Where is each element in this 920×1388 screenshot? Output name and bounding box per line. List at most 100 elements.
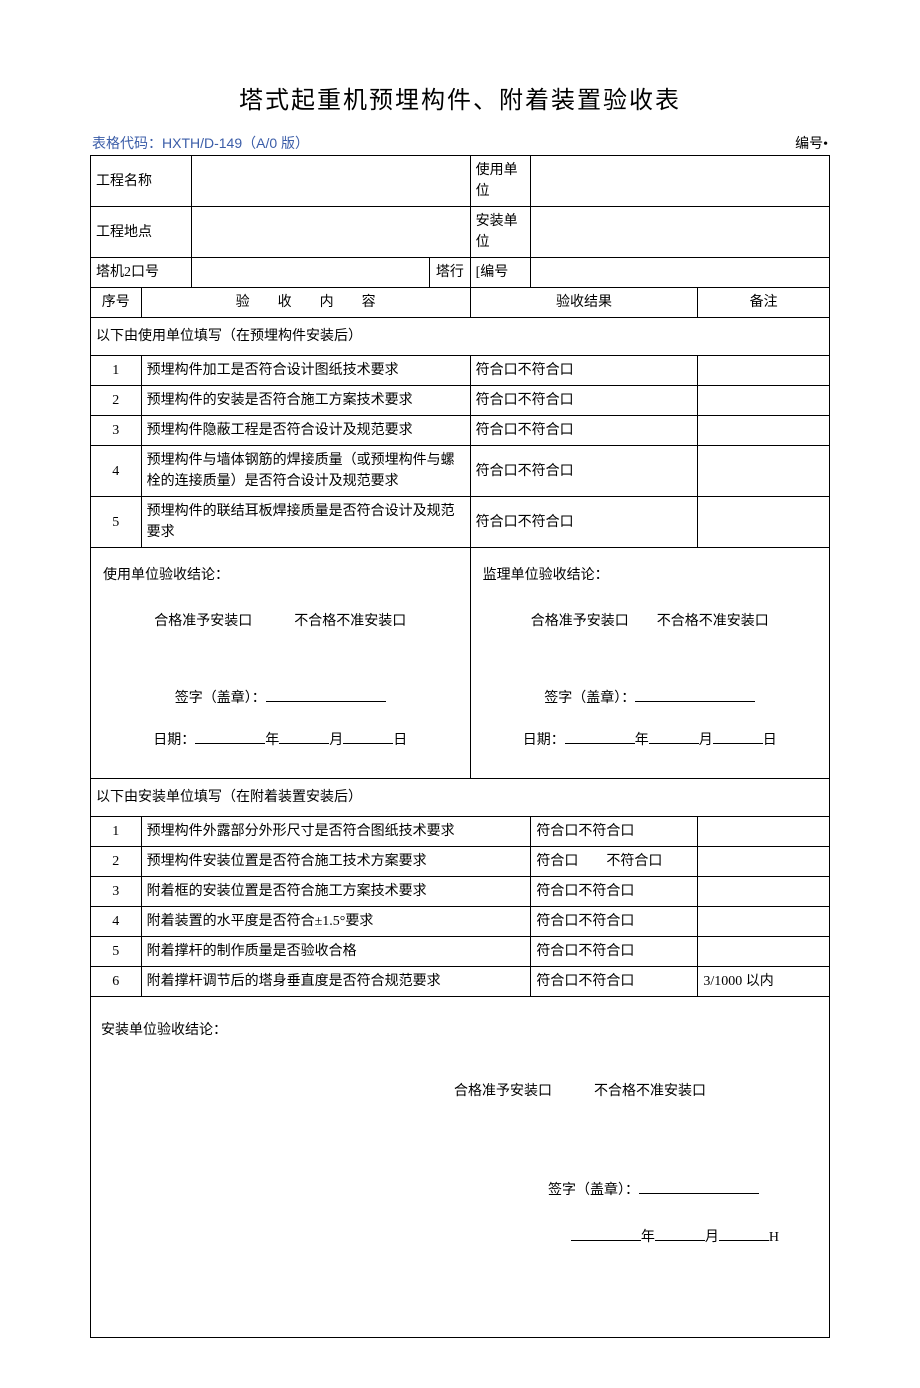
rowA-2: 2 预埋构件的安装是否符合施工方案技术要求 符合口不符合口 <box>91 386 830 416</box>
sectionB-title: 以下由安装单位填写（在附着装置安装后） <box>91 778 830 816</box>
lbl-y2: 年 <box>635 733 649 748</box>
rowA-1-c: 预埋构件加工是否符合设计图纸技术要求 <box>141 356 470 386</box>
u-d2 <box>713 729 763 744</box>
rowB-1-n: 1 <box>91 816 142 846</box>
rowB-2-r: 符合口 不符合口 <box>531 846 698 876</box>
meta-row: 表格代码：HXTH/D-149（A/0 版） 编号• <box>90 133 830 153</box>
rowB-1-rm <box>698 816 830 846</box>
lbl-m3: 月 <box>705 1230 719 1245</box>
col-seq: 序号 <box>91 288 142 318</box>
rowA-5: 5 预埋构件的联结耳板焊接质量是否符合设计及规范要求 符合口不符合口 <box>91 497 830 548</box>
tower-serial-label: [编号 <box>470 258 531 288</box>
rowA-4-rm <box>698 446 830 497</box>
form-code: 表格代码：HXTH/D-149（A/0 版） <box>92 133 309 153</box>
concA-use-pass: 合格准予安装口 <box>154 614 252 629</box>
rowA-3-rm <box>698 416 830 446</box>
rowB-2: 2 预埋构件安装位置是否符合施工技术方案要求 符合口 不符合口 <box>91 846 830 876</box>
rowB-5-c: 附着撑杆的制作质量是否验收合格 <box>141 936 531 966</box>
tower-no-label: 塔机2口号 <box>91 258 192 288</box>
rowB-6-rm: 3/1000 以内 <box>698 966 830 996</box>
install-unit-label: 安装单位 <box>470 207 531 258</box>
u-d3 <box>719 1226 769 1241</box>
concA-use-sig-line <box>266 686 386 701</box>
rowB-4-n: 4 <box>91 906 142 936</box>
rowB-5-n: 5 <box>91 936 142 966</box>
concB-sig: 签字（盖章）： <box>101 1171 819 1210</box>
sectionA-header: 以下由使用单位填写（在预埋构件安装后） <box>91 318 830 356</box>
rowB-5-r: 符合口不符合口 <box>531 936 698 966</box>
u-y <box>195 729 265 744</box>
concA-date-pre2: 日期： <box>523 733 565 748</box>
rowA-1-rm <box>698 356 830 386</box>
conclusionB-row: 安装单位验收结论： 合格准予安装口 不合格不准安装口 签字（盖章）： 年月H <box>91 996 830 1338</box>
info-row-1: 工程名称 使用单位 <box>91 156 830 207</box>
sectionB-header: 以下由安装单位填写（在附着装置安装后） <box>91 778 830 816</box>
rowB-4: 4 附着装置的水平度是否符合±1.5°要求 符合口不符合口 <box>91 906 830 936</box>
concA-use-date: 日期： 年 月 日 <box>103 723 458 759</box>
rowB-6-r: 符合口不符合口 <box>531 966 698 996</box>
lbl-m: 月 <box>329 733 343 748</box>
concB-fail: 不合格不准安装口 <box>594 1084 706 1099</box>
rowA-3: 3 预埋构件隐蔽工程是否符合设计及规范要求 符合口不符合口 <box>91 416 830 446</box>
lbl-y: 年 <box>265 733 279 748</box>
concB-pass: 合格准予安装口 <box>454 1084 552 1099</box>
rowA-4-c: 预埋构件与墙体钢筋的焊接质量（或预埋构件与螺栓的连接质量）是否符合设计及规范要求 <box>141 446 470 497</box>
rowA-1-r: 符合口不符合口 <box>470 356 698 386</box>
u-m2 <box>649 729 699 744</box>
concA-sup-sig-label: 签字（盖章）： <box>544 691 635 706</box>
rowA-5-c: 预埋构件的联结耳板焊接质量是否符合设计及规范要求 <box>141 497 470 548</box>
rowB-3-r: 符合口不符合口 <box>531 876 698 906</box>
conclusionA-row: 使用单位验收结论： 合格准予安装口 不合格不准安装口 签字（盖章）： 日期： 年 月… <box>91 548 830 779</box>
concA-use-fail: 不合格不准安装口 <box>294 614 406 629</box>
concA-date-pre: 日期： <box>153 733 195 748</box>
proj-name-label: 工程名称 <box>91 156 192 207</box>
rowA-4-r: 符合口不符合口 <box>470 446 698 497</box>
concB-date: 年月H <box>101 1218 819 1257</box>
lbl-m2: 月 <box>699 733 713 748</box>
rowB-2-n: 2 <box>91 846 142 876</box>
tower-no-val <box>192 258 430 288</box>
concA-sup-sig: 签字（盖章）： <box>483 681 817 717</box>
u-y2 <box>565 729 635 744</box>
concA-use-title: 使用单位验收结论： <box>103 558 458 594</box>
concA-sup-pass: 合格准予安装口 <box>531 614 629 629</box>
rowB-5-rm <box>698 936 830 966</box>
lbl-d: 日 <box>393 733 407 748</box>
main-table: 工程名称 使用单位 工程地点 安装单位 塔机2口号 塔行 [编号 序号 验 收 … <box>90 155 830 1338</box>
conclusionA-use: 使用单位验收结论： 合格准予安装口 不合格不准安装口 签字（盖章）： 日期： 年 月… <box>91 548 471 779</box>
use-unit-label: 使用单位 <box>470 156 531 207</box>
rowB-4-rm <box>698 906 830 936</box>
col-content: 验 收 内 容 <box>141 288 470 318</box>
conclusionA-sup: 监理单位验收结论： 合格准予安装口 不合格不准安装口 签字（盖章）： 日期：年月… <box>470 548 829 779</box>
use-unit-val <box>531 156 830 207</box>
rowB-1-c: 预埋构件外露部分外形尺寸是否符合图纸技术要求 <box>141 816 531 846</box>
rowA-1: 1 预埋构件加工是否符合设计图纸技术要求 符合口不符合口 <box>91 356 830 386</box>
rowA-4: 4 预埋构件与墙体钢筋的焊接质量（或预埋构件与螺栓的连接质量）是否符合设计及规范… <box>91 446 830 497</box>
install-unit-val <box>531 207 830 258</box>
proj-loc-label: 工程地点 <box>91 207 192 258</box>
conclusionB-cell: 安装单位验收结论： 合格准予安装口 不合格不准安装口 签字（盖章）： 年月H <box>91 996 830 1338</box>
lbl-d2: 日 <box>763 733 777 748</box>
concA-use-sig-label: 签字（盖章）： <box>175 691 266 706</box>
rowA-4-n: 4 <box>91 446 142 497</box>
u-m3 <box>655 1226 705 1241</box>
col-remark: 备注 <box>698 288 830 318</box>
rowB-4-r: 符合口不符合口 <box>531 906 698 936</box>
rowB-3-c: 附着框的安装位置是否符合施工方案技术要求 <box>141 876 531 906</box>
col-header-row: 序号 验 收 内 容 验收结果 备注 <box>91 288 830 318</box>
u-y3 <box>571 1226 641 1241</box>
concA-use-sig: 签字（盖章）： <box>103 681 458 717</box>
sectionA-title: 以下由使用单位填写（在预埋构件安装后） <box>91 318 830 356</box>
u-m <box>279 729 329 744</box>
form-no-label: 编号• <box>795 133 828 153</box>
concB-sig-label: 签字（盖章）： <box>548 1183 639 1198</box>
form-code-value: HXTH/D-149（A/0 版） <box>162 135 309 151</box>
concA-sup-date: 日期： 年 月 日 <box>483 723 817 759</box>
concA-sup-fail: 不合格不准安装口 <box>657 614 769 629</box>
col-result: 验收结果 <box>470 288 698 318</box>
proj-name-val <box>192 156 470 207</box>
rowB-1: 1 预埋构件外露部分外形尺寸是否符合图纸技术要求 符合口不符合口 <box>91 816 830 846</box>
concA-sup-sig-line <box>635 686 755 701</box>
rowB-6-n: 6 <box>91 966 142 996</box>
rowA-5-r: 符合口不符合口 <box>470 497 698 548</box>
